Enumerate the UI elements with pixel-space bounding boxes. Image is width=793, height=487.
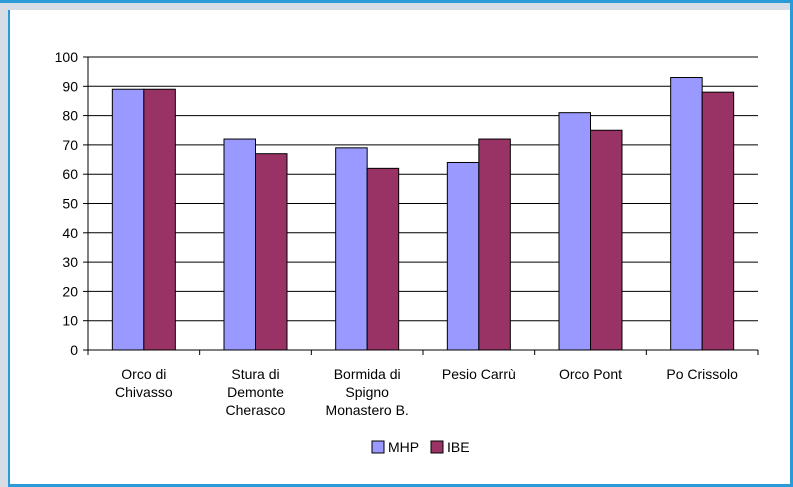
- bar-mhp: [670, 77, 703, 351]
- bar-ibe: [478, 138, 511, 351]
- frame-top-border: [0, 0, 793, 10]
- x-tick-label: Po Crissolo: [666, 366, 738, 382]
- legend-swatch-mhp: [371, 440, 385, 454]
- y-tick-label: 50: [62, 196, 78, 212]
- frame-bottom-accent: [8, 484, 793, 487]
- bar-ibe: [143, 88, 176, 351]
- bar-ibe: [590, 129, 623, 351]
- y-tick-label: 90: [62, 78, 78, 94]
- y-tick-label: 80: [62, 108, 78, 124]
- frame-right-accent: [790, 0, 793, 487]
- frame-left-accent: [8, 10, 10, 487]
- bar-mhp: [111, 88, 145, 351]
- y-tick-label: 10: [62, 313, 78, 329]
- x-tick-label: Pesio Carrù: [442, 366, 516, 382]
- y-tick-label: 20: [62, 283, 78, 299]
- bar-mhp: [335, 147, 368, 351]
- y-tick-label: 0: [70, 342, 78, 358]
- frame-top-accent: [0, 0, 793, 3]
- legend-swatch-ibe: [430, 440, 444, 454]
- x-tick-labels: Orco di Chivasso Stura di Demonte Cherasco Bo…: [115, 366, 738, 418]
- bar-mhp: [558, 112, 591, 351]
- bar-mhp: [223, 138, 256, 351]
- x-tick-label: Orco Pont: [559, 366, 622, 382]
- y-tick-label: 30: [62, 254, 78, 270]
- frame-left-border: [0, 0, 10, 487]
- x-tick-label: Stura di Demonte Cherasco: [226, 366, 286, 418]
- bar-mhp: [446, 161, 480, 351]
- y-tick-label: 70: [62, 137, 78, 153]
- gridlines: [88, 56, 758, 322]
- legend-label-mhp: MHP: [388, 439, 419, 455]
- x-tick-label: Orco di Chivasso: [115, 366, 173, 400]
- legend: MHP IBE: [371, 439, 470, 455]
- bar-ibe: [366, 167, 400, 351]
- y-tick-labels: 0 10 20 30 40 50 60 70 80 90 100: [55, 49, 79, 358]
- legend-label-ibe: IBE: [447, 439, 470, 455]
- bars: [111, 77, 735, 351]
- y-tick-label: 100: [55, 49, 79, 65]
- bar-ibe: [255, 153, 288, 351]
- bar-ibe: [701, 91, 735, 351]
- y-tick-label: 60: [62, 166, 78, 182]
- x-tick-label: Bormida di Spigno Monastero B.: [326, 366, 409, 418]
- axes: [83, 56, 759, 355]
- y-tick-label: 40: [62, 225, 78, 241]
